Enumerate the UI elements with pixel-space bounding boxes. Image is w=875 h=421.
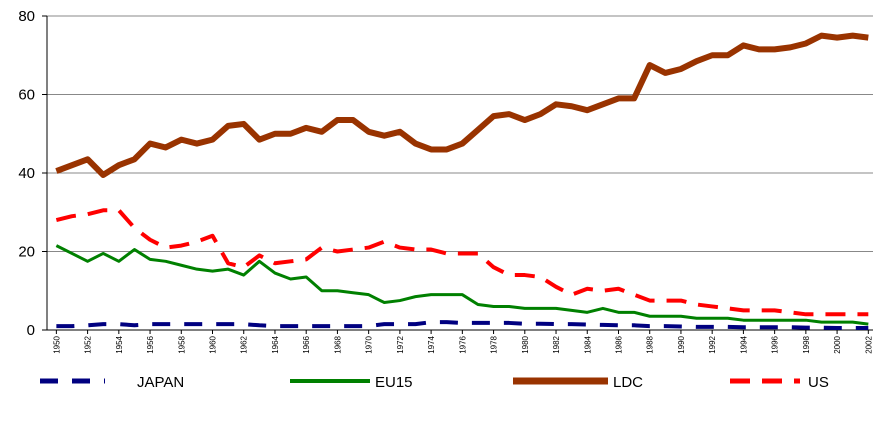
y-tick-label: 80 (18, 8, 35, 25)
x-tick-label: 1956 (146, 335, 155, 353)
x-tick-label: 1970 (365, 335, 374, 353)
x-tick-label: 1978 (490, 335, 499, 353)
x-tick-label: 1982 (552, 335, 561, 353)
y-tick-label: 40 (18, 165, 35, 182)
x-tick-label: 1988 (646, 335, 655, 353)
x-tick-label: 1996 (771, 335, 780, 353)
legend-label: US (808, 374, 829, 391)
x-tick-label: 1976 (458, 335, 467, 353)
y-tick-label: 60 (18, 87, 35, 104)
x-tick-label: 1980 (521, 335, 530, 353)
x-tick-label: 1968 (333, 335, 342, 353)
x-tick-label: 1964 (271, 335, 280, 353)
x-tick-label: 2002 (864, 335, 873, 353)
x-tick-label: 1954 (115, 335, 124, 353)
x-tick-label: 1960 (209, 335, 218, 353)
x-tick-label: 1966 (302, 335, 311, 353)
x-tick-label: 1974 (427, 335, 436, 353)
legend-label: EU15 (375, 374, 413, 391)
series-line (55, 32, 869, 178)
series-line (56, 320, 869, 331)
x-tick-label: 1990 (677, 335, 686, 353)
x-tick-label: 1986 (614, 335, 623, 353)
x-tick-label: 1952 (84, 335, 93, 353)
x-tick-label: 1992 (708, 335, 717, 353)
y-tick-label: 20 (18, 244, 35, 261)
x-tick-label: 1958 (177, 335, 186, 353)
x-tick-label: 1994 (739, 335, 748, 353)
x-tick-label: 1950 (52, 335, 61, 353)
x-tick-label: 2000 (833, 335, 842, 353)
series-line (55, 244, 869, 326)
x-tick-label: 1984 (583, 335, 592, 353)
x-tick-label: 1962 (240, 335, 249, 353)
legend-label: JAPAN (137, 374, 184, 391)
x-tick-label: 1998 (802, 335, 811, 353)
series-line (55, 208, 869, 317)
legend-label: LDC (613, 374, 643, 391)
y-tick-label: 0 (27, 322, 35, 339)
x-tick-label: 1972 (396, 335, 405, 353)
